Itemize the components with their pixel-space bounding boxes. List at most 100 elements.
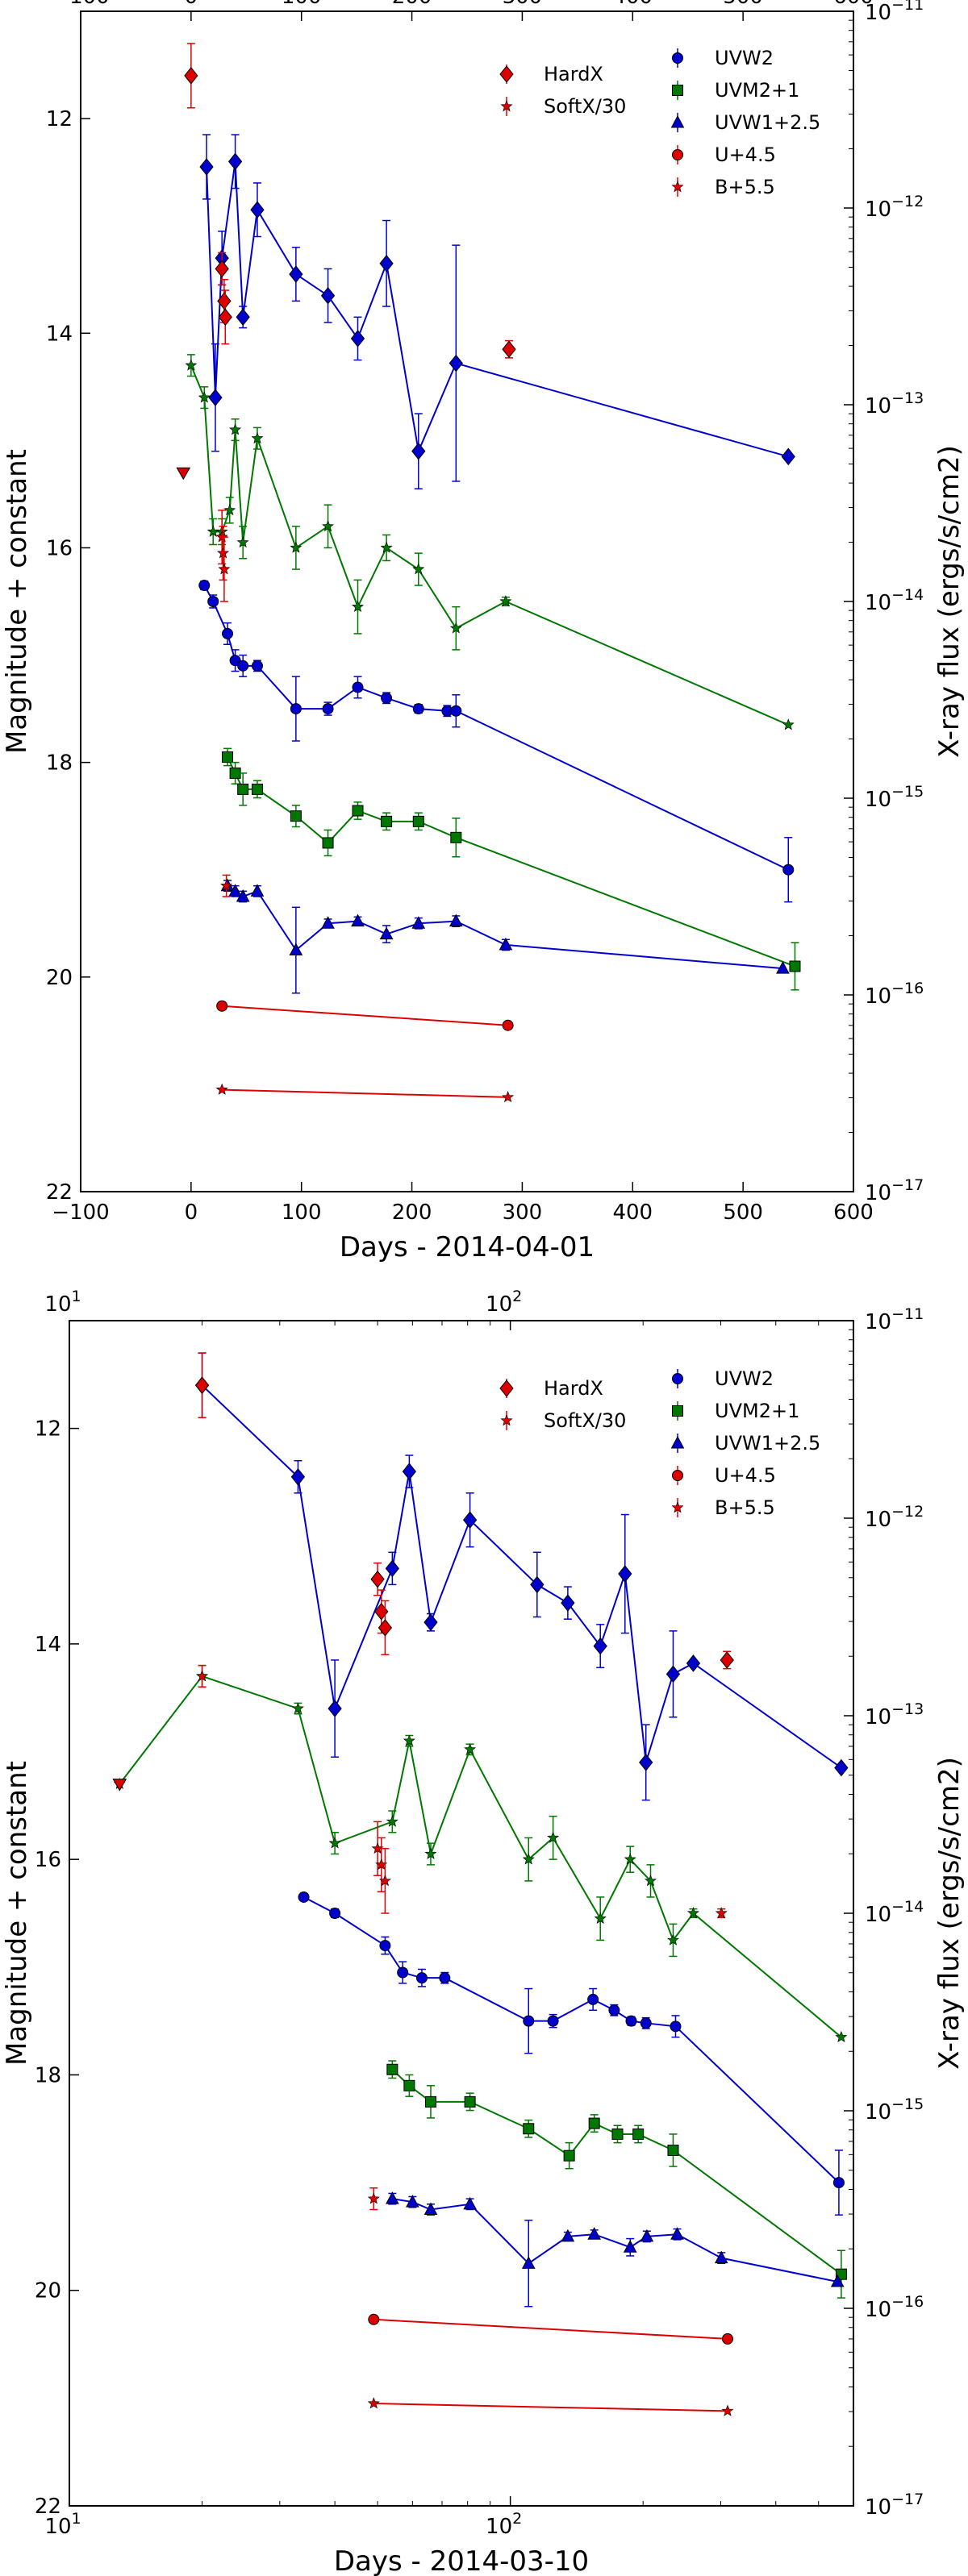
- y-tick-label-right: 10−13: [865, 1700, 924, 1729]
- data-point: [228, 884, 242, 897]
- data-point: [686, 1654, 701, 1672]
- data-point: [218, 308, 232, 327]
- data-point: [379, 926, 394, 940]
- series-b-5-5-red-: [367, 2397, 734, 2416]
- legend-entry-b-5-5: B+5.5: [671, 1496, 775, 1519]
- series-uvm2-1: [113, 1664, 848, 2042]
- legend-label: UVW2: [715, 1367, 774, 1390]
- data-point: [424, 2095, 436, 2108]
- data-point: [367, 2397, 380, 2409]
- y-tick-label-right: 10−13: [865, 389, 924, 418]
- legend-marker: [499, 1380, 514, 1397]
- data-point: [720, 1651, 734, 1669]
- data-point: [632, 2128, 645, 2140]
- y-tick-label-right: 10−17: [865, 1176, 924, 1205]
- x-tick-label-bottom: 400: [612, 1201, 653, 1225]
- legend-label: HardX: [544, 63, 603, 85]
- series-line: [227, 884, 783, 970]
- data-point: [250, 201, 265, 219]
- y-tick-label-left: 16: [35, 1848, 61, 1872]
- data-point: [830, 2274, 845, 2287]
- y-tick-label-left: 18: [35, 2063, 61, 2087]
- legend-marker: [499, 65, 514, 83]
- y-tick-label-right: 10−11: [865, 0, 924, 25]
- data-point: [289, 265, 303, 283]
- legend-entry-uvm2-1: UVM2+1: [672, 79, 799, 102]
- series-line: [227, 756, 795, 968]
- legend-entry-hardx: HardX: [499, 63, 603, 85]
- data-point: [385, 1559, 399, 1578]
- data-point: [715, 1907, 728, 1919]
- data-point: [378, 1619, 393, 1637]
- legend-marker: [672, 1405, 683, 1417]
- data-point: [217, 547, 230, 559]
- data-point: [782, 864, 795, 876]
- series-upper-limit: [112, 1779, 127, 1792]
- legend-entry-uvw1-2-5: UVW1+2.5: [670, 1432, 820, 1454]
- data-point: [521, 2256, 536, 2269]
- data-point: [502, 1091, 515, 1103]
- data-point: [835, 2030, 848, 2042]
- data-point: [561, 1594, 575, 1612]
- data-point: [721, 2333, 733, 2345]
- data-point: [251, 660, 263, 672]
- series-uvw1-2-5: [298, 1891, 845, 2216]
- legend-marker: [670, 1435, 685, 1449]
- legend-entry-hardx: HardX: [499, 1377, 603, 1400]
- data-point: [670, 2227, 684, 2240]
- data-point: [588, 2117, 600, 2129]
- data-point: [199, 158, 214, 176]
- legend-entry-softx-30: SoftX/30: [500, 95, 626, 118]
- data-point: [208, 389, 223, 406]
- series-u-4-5: [386, 2060, 847, 2299]
- data-point: [403, 1734, 415, 1746]
- data-point: [424, 1613, 438, 1631]
- data-point: [222, 627, 234, 639]
- y-axis-label-left: Magnitude + constant: [1, 1761, 33, 2066]
- data-point: [237, 783, 249, 795]
- series-uvw2: [194, 1352, 849, 1801]
- x-tick-label-bottom: 300: [503, 1201, 543, 1225]
- data-point: [217, 292, 232, 310]
- legend-label: U+4.5: [715, 144, 776, 166]
- data-point: [449, 622, 462, 634]
- data-point: [379, 254, 394, 273]
- data-point: [370, 1570, 385, 1588]
- legend-marker: [672, 85, 683, 96]
- data-point: [666, 1933, 679, 1946]
- data-point: [714, 2250, 728, 2264]
- data-point: [386, 2063, 398, 2075]
- series-hardx: [194, 1352, 734, 1670]
- data-point: [250, 884, 265, 897]
- x-tick-label-top: −100: [52, 0, 109, 9]
- x-tick-label-top: 500: [723, 0, 763, 9]
- x-tick-label-top: 0: [185, 0, 198, 9]
- legend-marker: [672, 1373, 683, 1384]
- data-point: [251, 783, 263, 795]
- data-point: [523, 2015, 535, 2027]
- data-point: [290, 1467, 306, 1486]
- legend-entry-uvw2: UVW2: [672, 1367, 774, 1390]
- data-point: [639, 1754, 653, 1771]
- data-point: [424, 1847, 437, 1859]
- data-point: [644, 1875, 657, 1887]
- series-b-5-5: [386, 2191, 845, 2308]
- data-point: [222, 751, 234, 763]
- x-axis-label: Days - 2014-04-01: [340, 1231, 595, 1263]
- data-point: [352, 681, 364, 693]
- data-point: [499, 937, 513, 951]
- legend-entry-u-4-5: U+4.5: [672, 144, 776, 166]
- x-tick-label-bottom: 100: [282, 1201, 322, 1225]
- legend-marker: [500, 1414, 513, 1426]
- data-point: [236, 308, 250, 327]
- y-tick-label-left: 20: [46, 966, 73, 990]
- x-tick-label-bottom: 0: [185, 1201, 198, 1225]
- data-point: [402, 1463, 417, 1480]
- data-point: [640, 2017, 652, 2029]
- data-point: [176, 467, 191, 481]
- data-point: [499, 595, 512, 607]
- data-point: [415, 1972, 428, 1984]
- data-point: [215, 260, 229, 278]
- data-point: [502, 340, 516, 359]
- x-tick-label-bottom: 101: [44, 2510, 81, 2539]
